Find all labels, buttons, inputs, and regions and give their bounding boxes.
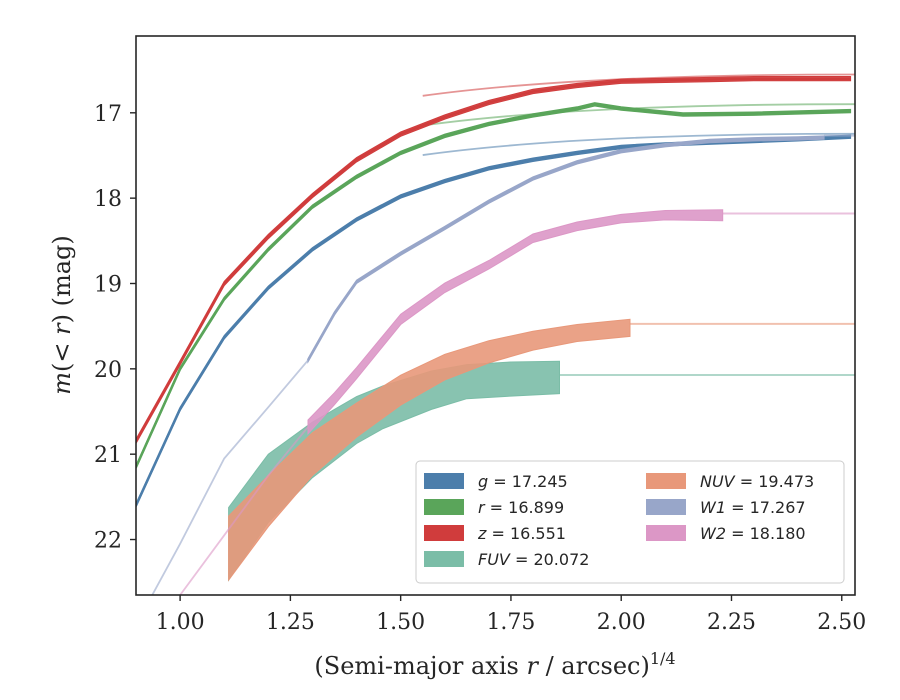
axes: 1.00 1.25 1.50 1.75 2.00 2.25 2.50 17 18 19 20 21 22 [94, 102, 866, 635]
legend-label-g: g = 17.245 [478, 472, 568, 491]
x-tick-label: 2.25 [707, 610, 756, 635]
series-nuv [228, 318, 855, 582]
series-z-line [136, 77, 851, 443]
y-tick-label: 20 [94, 358, 122, 383]
x-axis-label: (Semi-major axis r / arcsec)1/4 [314, 649, 675, 680]
legend-swatch-fuv [424, 551, 464, 567]
series-w1-band [307, 135, 825, 364]
legend-swatch-g [424, 473, 464, 489]
y-tick-label: 22 [94, 529, 122, 554]
x-tick-label: 1.25 [266, 610, 315, 635]
legend-box [415, 460, 845, 584]
series-nuv-band [228, 318, 631, 582]
series-g-total-guide [422, 132, 855, 156]
y-tick-label: 21 [94, 443, 122, 468]
y-tick-label: 18 [94, 187, 122, 212]
x-tick-label: 1.50 [376, 610, 425, 635]
legend-label-nuv: NUV = 19.473 [700, 472, 814, 491]
legend-label-w1: W1 = 17.267 [700, 498, 806, 517]
x-tick-label: 2.50 [817, 610, 866, 635]
legend-swatch-w2 [646, 525, 686, 541]
legend-swatch-nuv [646, 473, 686, 489]
x-tick-label: 1.75 [486, 610, 535, 635]
legend-label-w2: W2 = 18.180 [700, 524, 806, 543]
series-w2-extrapolation-inner [179, 426, 309, 595]
series-w2 [179, 209, 855, 595]
series-z-band [136, 76, 852, 445]
legend: g = 17.245 r = 16.899 z = 16.551 FUV = 20.0… [415, 460, 845, 584]
series-r-total-guide [422, 103, 855, 127]
plot-area [136, 73, 855, 595]
y-tick-label: 17 [94, 102, 122, 127]
legend-swatch-w1 [646, 499, 686, 515]
series-w1 [151, 134, 855, 595]
series-z [136, 73, 855, 445]
y-tick-label: 19 [94, 272, 122, 297]
x-tick-label: 1.00 [156, 610, 205, 635]
y-axis-label: m(< r) (mag) [48, 235, 76, 395]
legend-label-fuv: FUV = 20.072 [478, 550, 589, 569]
series-r [136, 102, 855, 469]
legend-swatch-z [424, 525, 464, 541]
series-g-band [136, 134, 852, 508]
series-z-total-guide [422, 73, 855, 97]
series-w2-band [307, 209, 724, 435]
legend-swatch-r [424, 499, 464, 515]
series-r-band [136, 102, 852, 469]
legend-label-z: z = 16.551 [477, 524, 566, 543]
series-r-line [136, 103, 851, 468]
series-w1-extrapolation-inner [151, 359, 309, 595]
plot-frame [135, 35, 856, 596]
series-g-line [136, 135, 851, 506]
series-w1-line [306, 136, 825, 361]
legend-label-r: r = 16.899 [478, 498, 564, 517]
series-g [136, 132, 855, 508]
x-tick-label: 2.00 [597, 610, 646, 635]
